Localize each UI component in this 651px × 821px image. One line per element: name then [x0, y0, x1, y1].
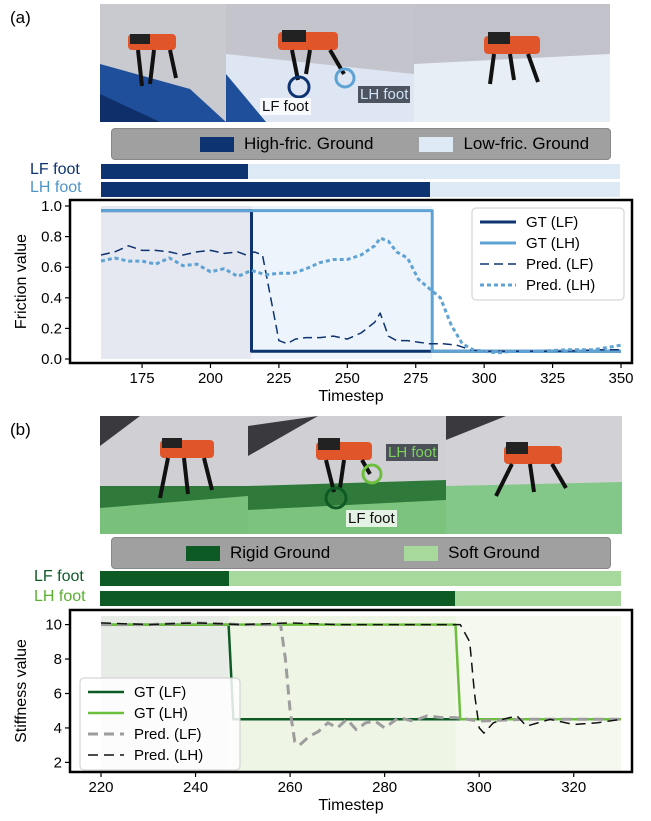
lh-foot-contact-bar-high	[101, 182, 430, 197]
x-tick-label: 300	[472, 370, 497, 387]
lf-foot-marker-icon	[324, 486, 348, 510]
lh-foot-label: LH foot	[34, 588, 86, 605]
friction-chart: 175 200 225 250 275 300 325 350 0.0 0.2 0.4 0.6 0.8 1…	[13, 198, 634, 405]
lf-foot-callout: LF foot	[346, 510, 397, 527]
robot-scene-image	[100, 416, 248, 534]
low-friction-label: Low-fric. Ground	[463, 134, 590, 153]
x-tick-label: 260	[278, 779, 303, 796]
plot-frame	[68, 198, 634, 365]
y-tick-label: 0.4	[41, 290, 62, 307]
robot-scene-image	[414, 4, 610, 122]
lf-foot-contact-bar-soft	[229, 571, 621, 586]
y-tick-label: 6	[54, 686, 62, 703]
y-tick-label: 0.0	[41, 351, 62, 368]
y-axis-label: Stiffness value	[13, 639, 30, 743]
lh-foot-callout: LH foot	[386, 444, 439, 461]
legend-entry: GT (LH)	[526, 235, 580, 252]
x-axis-label: Timestep	[318, 797, 383, 814]
x-tick-label: 225	[266, 370, 291, 387]
robot-scene-image	[100, 4, 226, 122]
stiffness-photo-3	[446, 416, 622, 534]
high-friction-swatch	[200, 136, 234, 152]
y-tick-label: 1.0	[41, 198, 62, 215]
legend-entry: Pred. (LH)	[526, 277, 595, 294]
lh-foot-marker-icon	[334, 67, 356, 89]
friction-photo-1	[100, 4, 226, 122]
lh-foot-contact-bar-soft	[455, 591, 621, 606]
x-tick-label: 220	[88, 779, 113, 796]
panel-b-label: (b)	[10, 420, 31, 439]
lf-foot-label: LF foot	[30, 161, 80, 178]
y-tick-label: 2	[54, 754, 62, 771]
x-tick-label: 240	[183, 779, 208, 796]
shaded-region	[251, 206, 433, 359]
lf-foot-contact-bar-high	[101, 164, 248, 179]
stiffness-chart: 220 240 260 280 300 320 2 4 6 8 10 Timestep Stiffnes…	[13, 608, 634, 814]
x-tick-label: 200	[198, 370, 223, 387]
y-axis-label: Friction value	[13, 234, 30, 329]
lh-foot-contact-bar-low	[430, 182, 620, 197]
lh-foot-marker-icon	[361, 463, 383, 485]
lh-foot-label: LH foot	[30, 179, 82, 196]
friction-photo-3	[414, 4, 610, 122]
shaded-region	[228, 616, 456, 771]
legend-entry: Pred. (LH)	[134, 747, 203, 764]
x-tick-label: 325	[540, 370, 565, 387]
panel-a-label: (a)	[10, 8, 31, 27]
y-tick-label: 0.8	[41, 229, 62, 246]
x-tick-label: 280	[372, 779, 397, 796]
legend-entry: Pred. (LF)	[134, 726, 202, 743]
series-line-3	[100, 236, 622, 355]
x-tick-label: 175	[130, 370, 155, 387]
x-axis-label: Timestep	[318, 388, 383, 405]
lf-foot-marker-icon	[287, 75, 311, 99]
x-tick-label: 300	[467, 779, 492, 796]
soft-ground-swatch	[404, 545, 439, 561]
stiffness-photo-1	[100, 416, 248, 534]
soft-ground-label: Soft Ground	[448, 543, 540, 562]
legend-box	[79, 677, 241, 771]
low-friction-swatch	[419, 136, 454, 152]
lf-foot-contact-bar-rigid	[100, 571, 229, 586]
x-tick-label: 320	[561, 779, 586, 796]
high-friction-label: High-fric. Ground	[244, 134, 374, 153]
legend-entry: GT (LH)	[134, 705, 188, 722]
legend-entry: Pred. (LF)	[526, 256, 594, 273]
series-line-2	[100, 245, 621, 353]
lf-foot-callout: LF foot	[260, 98, 311, 115]
x-tick-label: 275	[403, 370, 428, 387]
legend-entry: GT (LF)	[526, 214, 578, 231]
robot-scene-image	[446, 416, 622, 534]
lf-foot-contact-bar-low	[248, 164, 620, 179]
stiffness-ground-legend: Rigid Ground Soft Ground	[111, 537, 611, 569]
robot-scene-image	[226, 4, 414, 122]
shaded-region	[455, 616, 621, 771]
lh-foot-contact-bar-rigid	[100, 591, 455, 606]
lh-foot-callout: LH foot	[358, 86, 411, 103]
rigid-ground-swatch	[186, 545, 220, 561]
legend-box	[471, 207, 625, 301]
y-tick-label: 4	[54, 720, 62, 737]
x-tick-label: 350	[608, 370, 633, 387]
friction-ground-legend: High-fric. Ground Low-fric. Ground	[111, 128, 611, 160]
stiffness-photo-2: LF foot LH foot	[248, 416, 446, 534]
legend-entry: GT (LF)	[134, 684, 186, 701]
x-tick-label: 250	[335, 370, 360, 387]
rigid-ground-label: Rigid Ground	[230, 543, 331, 562]
y-tick-label: 0.6	[41, 259, 62, 276]
y-tick-label: 0.2	[41, 320, 62, 337]
plot-frame	[68, 608, 634, 774]
y-tick-label: 10	[45, 617, 62, 634]
lf-foot-label: LF foot	[34, 568, 84, 585]
friction-photo-2: LF foot LH foot	[226, 4, 414, 122]
y-tick-label: 8	[54, 651, 62, 668]
shaded-region	[101, 206, 252, 359]
series-line-2	[101, 621, 621, 747]
